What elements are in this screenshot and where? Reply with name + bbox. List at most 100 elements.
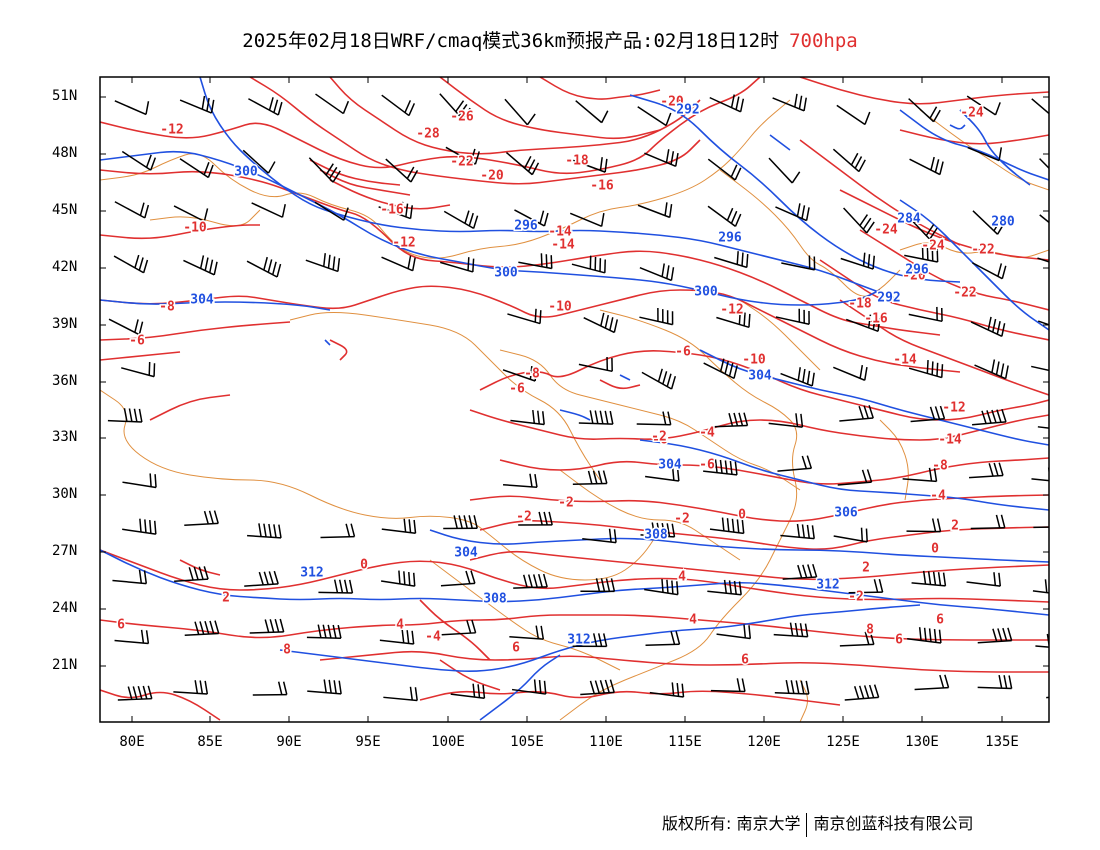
temperature-label: 8 [283,643,291,658]
wind-barb [970,316,1006,338]
wind-barb [768,413,804,428]
temperature-label: -8 [159,300,175,315]
wind-barb [107,408,143,423]
height-label: 296 [905,263,929,278]
lon-label: 130E [905,734,939,750]
wind-barb [507,308,542,325]
wind-barb [244,570,279,587]
wind-barb [572,470,608,486]
wind-barb [573,157,608,173]
temperature-label: -20 [480,169,504,184]
wind-barb [833,365,868,381]
wind-barb [121,361,156,378]
wind-barb [1039,214,1049,237]
wind-barb [710,678,746,693]
height-label: 284 [897,212,921,227]
copyright-left: 版权所有: 南京大学 [662,814,801,833]
height-label: 300 [694,285,718,300]
wind-barb [840,252,876,270]
wind-barb [907,627,942,644]
height-label: 308 [483,592,507,607]
wind-barb [639,308,674,326]
temperature-label: -10 [183,221,207,236]
wind-barb [381,570,416,587]
temperature-label: -8 [524,367,540,382]
wind-barb [308,157,341,183]
height-label: 300 [234,165,258,180]
lon-label: 100E [431,734,465,750]
temperature-label: -6 [509,382,525,397]
temperature-label: -24 [874,223,898,238]
wind-barb [713,412,749,428]
wind-barb [580,679,615,696]
temperature-label: -20 [660,95,684,110]
wind-barb [833,527,868,543]
temperature-label: -4 [930,489,946,504]
temperature-label: -6 [129,334,145,349]
temperature-label: -12 [942,401,965,416]
wind-barb [443,210,479,230]
lat-label: 45N [52,202,78,218]
temperature-label: -20 [902,269,926,284]
wind-barb [649,682,685,698]
wind-barbs [107,93,1049,702]
wind-barb [972,210,1006,235]
temperature-label: -10 [548,300,572,315]
lon-label: 115E [668,734,702,750]
wind-barb [443,515,478,530]
wind-barb [972,408,1007,426]
wind-barb [780,523,815,540]
wind-barb [781,255,816,271]
height-label: 280 [991,215,1015,230]
wind-barb [112,569,148,585]
lon-label: 125E [826,734,860,750]
wind-barb [832,148,866,173]
lat-label: 33N [52,429,78,445]
wind-barb [122,518,157,535]
wind-barb [381,255,416,272]
wind-barb [383,686,418,702]
wind-barb [247,523,282,539]
copyright-footer: 版权所有: 南京大学 南京创蓝科技有限公司 [662,810,974,837]
wind-barb [514,209,549,227]
wind-barb [709,517,745,535]
height-label: 300 [494,266,518,281]
wind-barb [503,473,538,489]
temperature-label: -14 [893,353,917,368]
wind-barb [439,257,475,273]
wind-barb [716,311,751,329]
height-label: 304 [748,369,772,384]
wind-barb [775,308,810,326]
wind-barb [575,100,609,124]
wind-barb [578,410,614,425]
temperature-label: 6 [117,618,125,633]
temperature-label: -10 [742,353,766,368]
wind-barb [1035,633,1049,650]
wind-barb [639,263,675,282]
footer-separator [806,812,808,837]
temperature-label: -2 [848,590,864,605]
wind-barb [379,629,415,645]
wind-barb [249,618,285,634]
wind-barb [315,93,350,115]
temperature-label: -12 [720,303,743,318]
temperature-label: -2 [674,512,690,527]
temperature-label: 0 [931,542,939,557]
wind-barb [569,212,605,228]
wind-barb [905,214,938,240]
temperature-label: -22 [953,286,976,301]
wind-barb [782,563,818,580]
height-label: 292 [676,103,699,118]
height-label: 296 [514,219,538,234]
temperature-label: -12 [160,123,183,138]
lon-label: 135E [985,734,1019,750]
wind-barb [777,455,813,472]
wind-barb [839,631,875,647]
temperature-label: -4 [425,630,441,645]
height-label: 306 [834,506,858,521]
wind-barb [184,510,219,526]
wind-barb [320,523,356,539]
wind-barb [509,625,545,640]
temperature-label: -16 [380,203,404,218]
wind-barb [971,262,1007,280]
